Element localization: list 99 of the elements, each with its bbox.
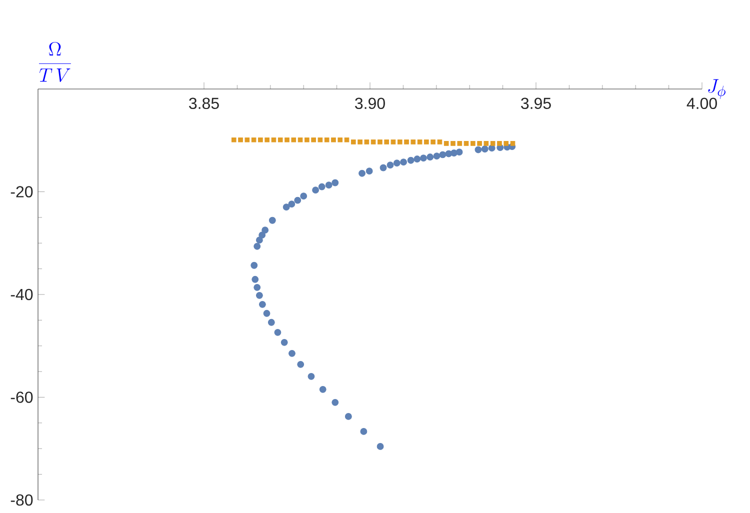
point (470, 141, 476, 146)
point (424, 140, 429, 144)
point (268, 318, 275, 326)
point (288, 200, 296, 208)
point (504, 141, 509, 146)
point (439, 151, 446, 158)
y-tick-label: -20 (10, 186, 33, 198)
point (244, 137, 250, 142)
point (231, 137, 236, 142)
point (331, 137, 336, 142)
point (344, 137, 350, 142)
point (258, 300, 266, 308)
point (278, 137, 283, 142)
point (258, 232, 266, 239)
point (252, 276, 259, 283)
x-axis-title: $J_{\phi}$ (708, 79, 726, 99)
point (274, 328, 282, 336)
point (450, 150, 458, 156)
point (318, 137, 323, 142)
point (390, 140, 396, 144)
point (510, 141, 516, 146)
point (332, 179, 339, 186)
x-tick-label: 3.95 (521, 98, 551, 110)
point (380, 164, 387, 172)
x-tick-label: 4.00 (686, 98, 717, 110)
point (288, 350, 296, 357)
point (344, 412, 352, 420)
point (407, 156, 414, 164)
point (304, 137, 310, 142)
point (384, 140, 389, 144)
point (444, 141, 449, 146)
point (433, 152, 440, 160)
point (300, 192, 308, 200)
point (311, 137, 316, 142)
point (417, 140, 422, 144)
point (386, 162, 394, 169)
point (474, 146, 482, 154)
point (332, 398, 339, 406)
point (268, 216, 276, 224)
point (410, 140, 416, 144)
point (456, 148, 463, 156)
point (437, 140, 442, 144)
point (484, 141, 489, 146)
point (400, 158, 407, 166)
point (481, 146, 488, 152)
point (360, 428, 368, 435)
point (254, 242, 261, 250)
point (258, 137, 263, 142)
point (250, 262, 258, 269)
point (256, 236, 263, 244)
point (308, 372, 315, 380)
point (404, 140, 409, 144)
point (477, 141, 482, 146)
point (364, 140, 370, 144)
point (271, 137, 276, 142)
point (319, 386, 326, 393)
point (414, 156, 421, 162)
point (393, 160, 400, 166)
point (490, 141, 496, 146)
y-tick-label: -40 (10, 288, 33, 300)
point (497, 141, 502, 146)
point (297, 360, 304, 368)
point (298, 137, 303, 142)
point (450, 141, 456, 146)
point (358, 140, 362, 144)
point (464, 141, 469, 146)
point (397, 140, 402, 144)
point (263, 310, 270, 317)
y-tick-label: -60 (10, 392, 33, 403)
point (420, 154, 427, 162)
point (312, 186, 320, 194)
point (282, 204, 290, 211)
point (238, 137, 243, 142)
point (324, 137, 330, 142)
point (284, 137, 290, 142)
point (251, 137, 256, 142)
point (376, 442, 384, 450)
point (370, 140, 376, 144)
point (254, 284, 261, 291)
point (325, 182, 332, 189)
point (256, 292, 263, 299)
point (280, 338, 288, 346)
point (264, 137, 270, 142)
point (291, 137, 296, 142)
point (294, 196, 302, 204)
point (378, 140, 382, 144)
y-tick-label: -80 (10, 494, 33, 506)
point (366, 168, 373, 175)
point (338, 137, 343, 142)
point (351, 140, 356, 144)
point (358, 170, 366, 177)
point (262, 226, 269, 234)
point (457, 141, 462, 146)
x-tick-label: 3.85 (189, 98, 219, 110)
y-axis-title: $\frac{\Omega}{T\,V}$ (38, 42, 71, 82)
x-tick-label: 3.90 (355, 98, 385, 110)
point (426, 154, 434, 160)
point (430, 140, 436, 144)
point (318, 183, 326, 190)
